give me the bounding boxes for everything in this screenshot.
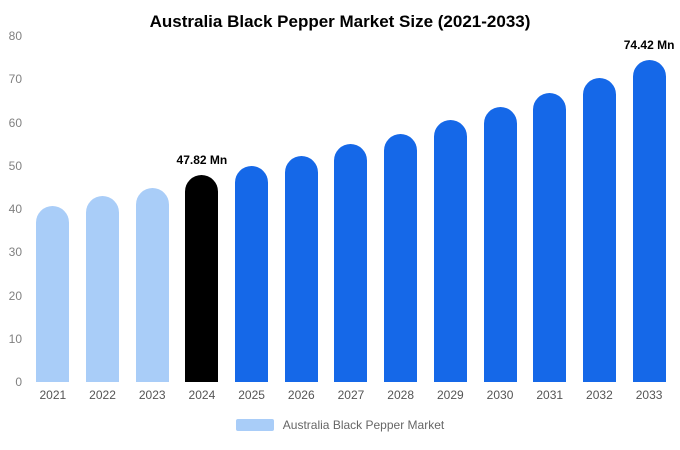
bar-2032[interactable] <box>582 77 616 382</box>
x-axis-label: 2033 <box>635 388 663 402</box>
bars: 47.82 Mn 74.42 Mn <box>28 36 674 382</box>
bar-value-label: 74.42 Mn <box>623 38 675 53</box>
x-axis-label: 2022 <box>89 388 116 402</box>
x-axis-label: 2030 <box>486 388 514 402</box>
bar-slot <box>78 36 128 382</box>
bar-2023[interactable] <box>135 188 169 382</box>
bar-2022[interactable] <box>86 196 120 382</box>
y-axis-label: 30 <box>8 245 22 260</box>
y-axis-label: 10 <box>8 331 22 346</box>
bar-2026[interactable] <box>284 155 318 382</box>
legend: Australia Black Pepper Market <box>0 418 680 432</box>
y-axis-label: 70 <box>8 72 22 87</box>
bar-slot <box>426 36 476 382</box>
bar-2025[interactable] <box>235 165 269 382</box>
bar-2029[interactable] <box>433 119 467 382</box>
y-axis: 0 10 20 30 40 50 60 70 80 <box>0 29 22 389</box>
bar-slot <box>326 36 376 382</box>
bar-2021[interactable] <box>36 206 70 382</box>
bar-slot: 74.42 Mn <box>624 36 674 382</box>
x-axis-label: 2029 <box>436 388 464 402</box>
x-axis-label: 2023 <box>138 388 166 402</box>
bar-slot <box>475 36 525 382</box>
bar-2030[interactable] <box>483 106 517 382</box>
bar-2024[interactable] <box>185 175 219 382</box>
bar-value-label: 47.82 Mn <box>176 153 228 168</box>
bar-2028[interactable] <box>384 133 418 382</box>
x-axis-label: 2032 <box>586 388 613 402</box>
bar-2033[interactable] <box>632 60 666 382</box>
x-axis-label: 2025 <box>238 388 265 402</box>
bar-slot <box>227 36 277 382</box>
y-axis-label: 40 <box>8 202 22 216</box>
chart-title: Australia Black Pepper Market Size (2021… <box>149 12 531 31</box>
legend-swatch <box>235 419 274 431</box>
bar-slot <box>276 36 326 382</box>
y-axis-label: 20 <box>8 288 22 303</box>
y-axis-label: 60 <box>8 115 22 130</box>
x-axis-label: 2024 <box>188 388 216 402</box>
bar-slot <box>376 36 426 382</box>
bar-slot <box>575 36 625 382</box>
plot-area: 0 10 20 30 40 50 60 70 80 47.82 Mn 74.42 Mn <box>9 29 675 389</box>
y-axis-label: 80 <box>8 29 22 43</box>
y-axis-label: 50 <box>8 158 22 173</box>
x-axis-label: 2028 <box>387 388 414 402</box>
x-axis: 2021 2022 2023 2024 2025 2026 2027 2028 2029 2030… <box>28 388 674 404</box>
bar-slot: 47.82 Mn <box>177 36 227 382</box>
bar-slot <box>525 36 575 382</box>
y-axis-label: 0 <box>15 375 22 389</box>
x-axis-label: 2026 <box>287 388 315 402</box>
x-axis-label: 2031 <box>536 388 564 402</box>
x-axis-label: 2027 <box>337 388 365 402</box>
legend-label: Australia Black Pepper Market <box>282 418 445 432</box>
bar-slot <box>127 36 177 382</box>
bar-2031[interactable] <box>533 93 567 382</box>
bar-slot <box>28 36 78 382</box>
bar-2027[interactable] <box>334 144 368 382</box>
x-axis-label: 2021 <box>39 388 67 402</box>
